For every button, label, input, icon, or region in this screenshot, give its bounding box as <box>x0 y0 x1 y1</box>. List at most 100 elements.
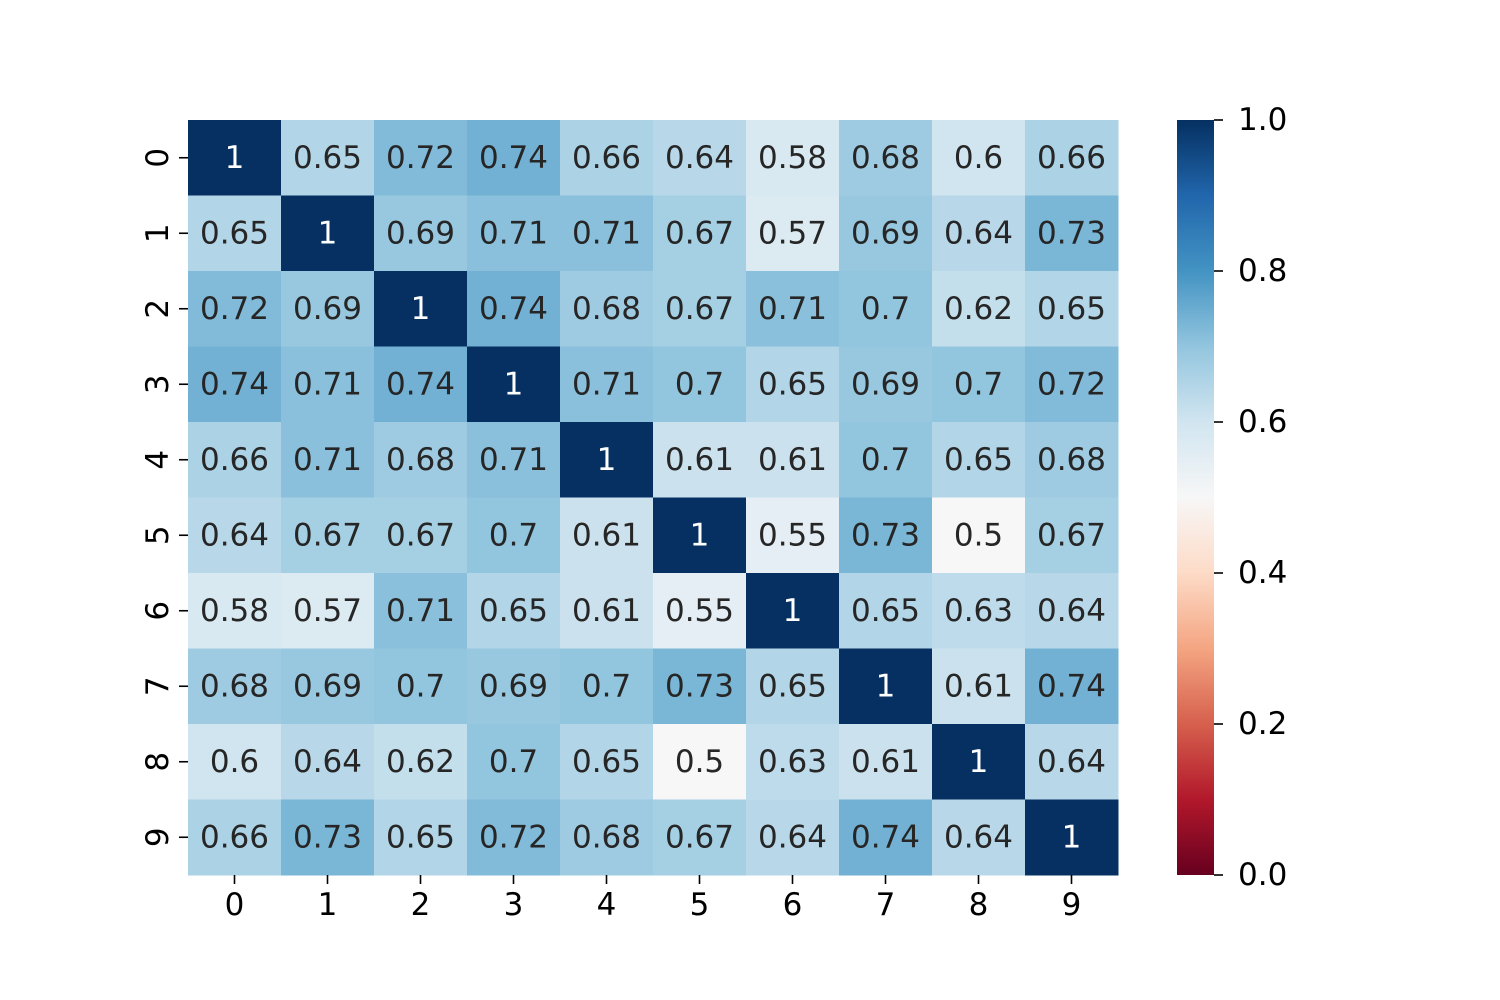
cell-annotation: 0.6 <box>210 744 259 780</box>
heatmap-cell <box>281 799 375 876</box>
x-tick-label: 8 <box>969 887 989 923</box>
heatmap-cell <box>188 120 282 196</box>
cell-annotation: 0.66 <box>200 442 269 478</box>
heatmap-cell <box>374 422 468 498</box>
heatmap-cell <box>1025 573 1119 649</box>
heatmap-cell <box>653 799 747 876</box>
cell-annotation: 1 <box>1062 819 1082 855</box>
y-tick-label: 9 <box>140 827 176 847</box>
cell-annotation: 0.66 <box>572 140 641 176</box>
cell-annotation: 0.7 <box>861 442 910 478</box>
cell-annotation: 0.67 <box>665 215 734 251</box>
cell-annotation: 0.69 <box>851 215 920 251</box>
heatmap-cell <box>932 724 1026 800</box>
cell-annotation: 0.57 <box>293 593 362 629</box>
x-tick-label: 5 <box>690 887 710 923</box>
cell-annotation: 0.65 <box>386 819 455 855</box>
heatmap-cell <box>653 346 747 423</box>
cell-annotation: 0.68 <box>572 291 641 327</box>
cell-annotation: 0.67 <box>1037 517 1106 553</box>
heatmap-cell <box>932 573 1026 649</box>
cell-annotation: 0.63 <box>944 593 1013 629</box>
cell-annotation: 0.71 <box>293 442 362 478</box>
y-tick-label: 8 <box>140 752 176 772</box>
heatmap-cell <box>1025 648 1119 725</box>
colorbar-tick-label: 0.0 <box>1238 857 1287 893</box>
colorbar-tick-label: 0.6 <box>1238 404 1287 440</box>
cell-annotation: 0.74 <box>851 819 920 855</box>
heatmap-cell <box>281 346 375 423</box>
y-tick-label: 6 <box>140 601 176 621</box>
heatmap-cell <box>374 799 468 876</box>
heatmap-cell <box>560 573 654 649</box>
heatmap-cell <box>281 497 375 574</box>
heatmap-cell <box>653 573 747 649</box>
heatmap-cell <box>839 120 933 196</box>
heatmap-cell <box>839 271 933 347</box>
heatmap-cell <box>374 573 468 649</box>
cell-annotation: 0.61 <box>572 517 641 553</box>
cell-annotation: 0.7 <box>396 668 445 704</box>
cell-annotation: 0.72 <box>200 291 269 327</box>
heatmap-cell <box>932 422 1026 498</box>
y-tick-label: 1 <box>140 223 176 243</box>
cell-annotation: 0.62 <box>944 291 1013 327</box>
heatmap-cell <box>746 648 840 725</box>
colorbar-scale <box>1177 120 1214 875</box>
heatmap-cell <box>188 271 282 347</box>
heatmap-cell <box>653 120 747 196</box>
heatmap-cell <box>467 648 561 725</box>
cell-annotation: 0.65 <box>758 668 827 704</box>
heatmap-cell <box>374 346 468 423</box>
cell-annotation: 0.69 <box>479 668 548 704</box>
heatmap-cell <box>653 648 747 725</box>
colorbar-tick-label: 0.2 <box>1238 706 1287 742</box>
cell-annotation: 0.66 <box>1037 140 1106 176</box>
colorbar-tick-label: 1.0 <box>1238 102 1287 138</box>
heatmap-cell <box>188 799 282 876</box>
cell-annotation: 0.69 <box>293 291 362 327</box>
x-tick-label: 1 <box>318 887 338 923</box>
cell-annotation: 1 <box>690 517 710 553</box>
cell-annotation: 0.65 <box>479 593 548 629</box>
cell-annotation: 0.67 <box>665 291 734 327</box>
cell-annotation: 0.69 <box>293 668 362 704</box>
cell-annotation: 0.69 <box>851 366 920 402</box>
heatmap-cell <box>653 271 747 347</box>
heatmap-cell <box>281 648 375 725</box>
heatmap-cell <box>560 724 654 800</box>
heatmap-cell <box>467 573 561 649</box>
heatmap-cell <box>839 346 933 423</box>
heatmap-cell <box>560 271 654 347</box>
cell-annotation: 0.67 <box>665 819 734 855</box>
heatmap-cell <box>560 422 654 498</box>
heatmap-cell <box>281 573 375 649</box>
heatmap-cell <box>1025 271 1119 347</box>
heatmap-cell <box>932 648 1026 725</box>
heatmap-cell <box>932 195 1026 272</box>
cell-annotation: 0.5 <box>675 744 724 780</box>
heatmap-cell <box>839 422 933 498</box>
cell-annotation: 0.71 <box>572 215 641 251</box>
heatmap-cell <box>188 724 282 800</box>
colorbar: 0.0 0.2 0.4 0.6 0.8 1.0 <box>1177 102 1287 893</box>
heatmap-cells <box>188 120 1119 876</box>
cell-annotation: 1 <box>969 744 989 780</box>
cell-annotation: 0.7 <box>675 366 724 402</box>
heatmap-cell <box>839 195 933 272</box>
x-tick-label: 6 <box>783 887 803 923</box>
heatmap-cell <box>188 497 282 574</box>
cell-annotation: 0.71 <box>479 442 548 478</box>
y-tick-label: 0 <box>140 148 176 168</box>
heatmap-cell <box>1025 422 1119 498</box>
heatmap-cell <box>746 120 840 196</box>
cell-annotation: 0.7 <box>861 291 910 327</box>
cell-annotation: 0.61 <box>758 442 827 478</box>
cell-annotation: 1 <box>318 215 338 251</box>
heatmap-cell <box>746 422 840 498</box>
cell-annotation: 0.66 <box>200 819 269 855</box>
heatmap-cell <box>1025 724 1119 800</box>
cell-annotation: 0.68 <box>386 442 455 478</box>
heatmap-cell <box>746 271 840 347</box>
cell-annotation: 1 <box>876 668 896 704</box>
